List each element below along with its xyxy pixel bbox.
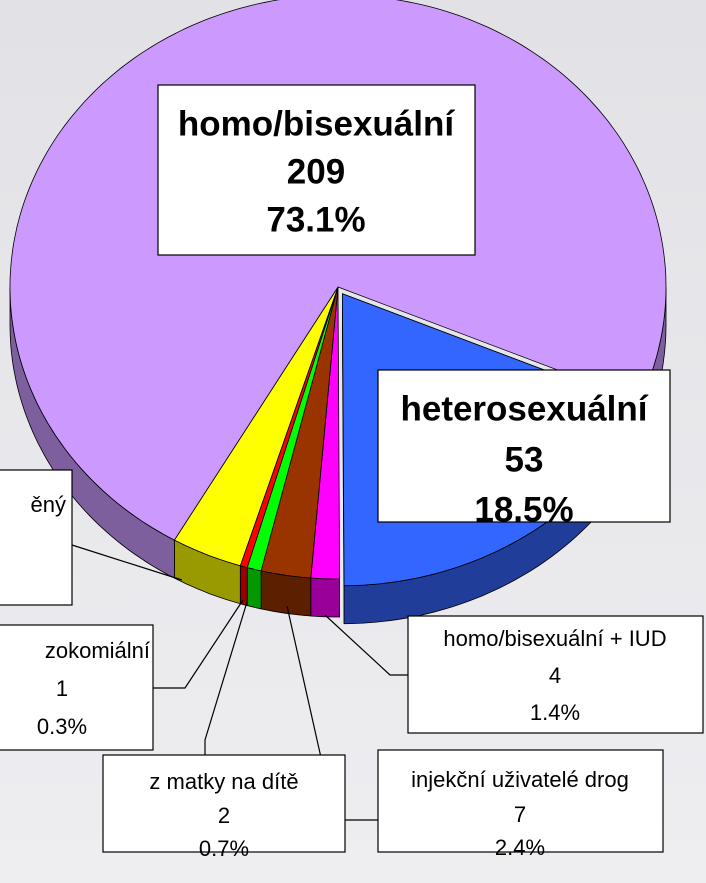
slice-label: injekční uživatelé drog [411,767,629,792]
slice-value: 209 [287,152,345,191]
leader-line [324,614,408,676]
slice [310,286,341,580]
slice-percent: 0.7% [199,836,249,861]
slice-percent: 73.1% [266,200,365,239]
label-box [377,749,664,853]
label-box [0,469,73,606]
slice-side [239,565,248,607]
slice [173,286,339,567]
slice-label: z matky na dítě [149,769,298,794]
slice-side [310,577,340,618]
slice-label: zokomiální [45,638,150,663]
slice [260,286,339,579]
slice-percent: 1.4% [530,700,580,725]
slice-label: heterosexuální [400,389,648,428]
slice-label: homo/bisexuální + IUD [443,626,666,651]
label-box [157,84,476,256]
slice-value: 4 [549,663,561,688]
label-box [377,369,671,523]
slice-value: 7 [514,802,526,827]
slice-percent: 18.5% [474,490,573,529]
slice-label: homo/bisexuální [178,104,455,143]
label-box [0,624,154,751]
label-box [102,754,346,853]
leader-line [204,601,248,755]
leader-line [153,599,244,689]
slice-value: 1 [56,676,68,701]
slice-value: 2 [218,803,230,828]
labels: homo/bisexuální 209 73.1% heterosexuální… [0,84,704,861]
label-box [407,615,704,734]
slice-percent: 0.3% [37,714,87,739]
slice-percent: 2.4% [495,835,545,860]
slice-side [246,567,262,610]
slice-value: 53 [505,440,544,479]
leader-line [71,544,183,581]
slice-label: ěný [31,492,66,517]
